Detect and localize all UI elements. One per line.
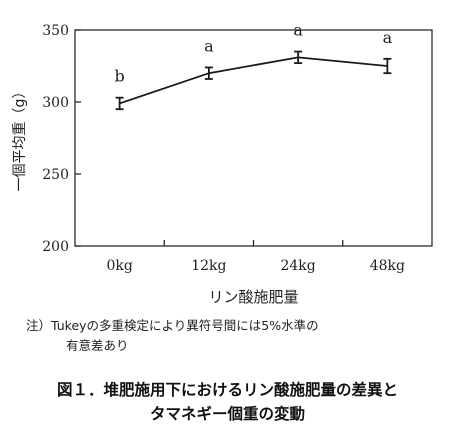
chart-marks: b a a a [115, 21, 393, 111]
significance-letter: b [115, 67, 125, 86]
y-tick-label: 350 [42, 23, 69, 39]
x-axis-label: リン酸施肥量 [208, 288, 298, 306]
significance-letter: a [293, 21, 303, 40]
x-tick-label: 48kg [370, 258, 405, 274]
footnote-line-1: 注）Tukeyの多重検定により異符号間には5%水準の [26, 318, 319, 333]
series-line [119, 56, 388, 105]
x-tick-label: 12kg [191, 258, 226, 274]
y-axis-label: 一個平均重（g） [12, 85, 28, 192]
footnote: 注）Tukeyの多重検定により異符号間には5%水準の 有意差あり [26, 316, 446, 356]
x-tick-label: 24kg [280, 258, 315, 274]
plot-frame [74, 29, 433, 247]
significance-letter: a [383, 28, 393, 47]
footnote-line-2: 有意差あり [66, 338, 129, 353]
y-tick-label: 250 [42, 167, 69, 183]
chart-axes: 200 250 300 350 0kg 12kg 24kg 48kg [42, 23, 433, 274]
significance-letter: a [204, 36, 214, 55]
chart: 200 250 300 350 0kg 12kg 24kg 48kg b a a a 一個平均重（g… [12, 21, 433, 306]
figure-caption-line-2: タマネギー個重の変動 [149, 405, 305, 423]
x-tick-label: 0kg [106, 258, 132, 274]
figure-caption-line-1: 図１．堆肥施用下におけるリン酸施肥量の差異と [56, 381, 398, 399]
y-tick-label: 200 [42, 239, 69, 255]
y-tick-label: 300 [42, 95, 69, 111]
